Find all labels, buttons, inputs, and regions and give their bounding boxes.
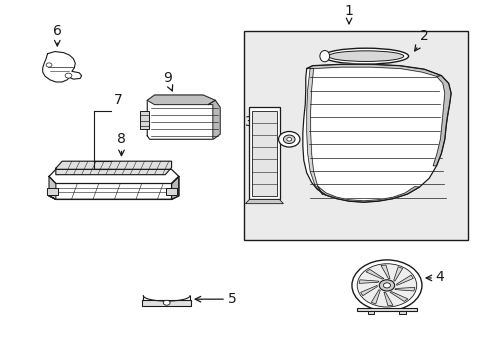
Polygon shape bbox=[245, 199, 283, 204]
Circle shape bbox=[286, 138, 291, 141]
Polygon shape bbox=[142, 300, 191, 306]
Ellipse shape bbox=[323, 48, 408, 64]
Polygon shape bbox=[56, 161, 171, 175]
Circle shape bbox=[356, 264, 416, 307]
Ellipse shape bbox=[328, 51, 403, 62]
Text: 2: 2 bbox=[419, 29, 428, 43]
Polygon shape bbox=[207, 100, 220, 139]
Polygon shape bbox=[367, 311, 373, 314]
Polygon shape bbox=[49, 176, 56, 199]
Polygon shape bbox=[389, 292, 407, 301]
Circle shape bbox=[278, 131, 299, 147]
Circle shape bbox=[351, 260, 421, 311]
Polygon shape bbox=[49, 169, 179, 184]
Polygon shape bbox=[398, 311, 405, 314]
Polygon shape bbox=[356, 308, 416, 311]
Polygon shape bbox=[380, 265, 389, 279]
Circle shape bbox=[379, 280, 394, 291]
Text: 5: 5 bbox=[227, 292, 236, 306]
Text: 8: 8 bbox=[117, 132, 126, 147]
Text: 4: 4 bbox=[435, 270, 444, 284]
Bar bbox=[244, 31, 467, 240]
Polygon shape bbox=[383, 292, 392, 306]
Polygon shape bbox=[147, 95, 220, 139]
Polygon shape bbox=[317, 186, 419, 202]
Polygon shape bbox=[171, 176, 179, 199]
Bar bbox=[252, 111, 276, 196]
Circle shape bbox=[283, 135, 294, 144]
Text: 7: 7 bbox=[114, 94, 122, 107]
Polygon shape bbox=[302, 64, 450, 202]
Circle shape bbox=[383, 283, 389, 288]
Text: 1: 1 bbox=[344, 4, 353, 18]
Bar bbox=[46, 188, 58, 195]
Polygon shape bbox=[306, 64, 441, 76]
Circle shape bbox=[65, 73, 72, 78]
Polygon shape bbox=[358, 280, 378, 283]
Polygon shape bbox=[49, 176, 179, 199]
Polygon shape bbox=[366, 269, 383, 279]
Circle shape bbox=[163, 300, 170, 305]
Ellipse shape bbox=[319, 50, 329, 62]
Polygon shape bbox=[147, 95, 215, 105]
Bar bbox=[165, 188, 177, 195]
Polygon shape bbox=[360, 285, 377, 296]
Polygon shape bbox=[432, 76, 450, 166]
Polygon shape bbox=[396, 275, 412, 285]
Bar bbox=[140, 111, 148, 129]
Polygon shape bbox=[42, 51, 81, 82]
Text: 6: 6 bbox=[53, 24, 61, 39]
Polygon shape bbox=[370, 289, 379, 304]
Text: 3: 3 bbox=[244, 115, 253, 129]
Polygon shape bbox=[393, 267, 402, 281]
Polygon shape bbox=[306, 68, 322, 194]
Circle shape bbox=[46, 63, 52, 67]
Bar bbox=[249, 107, 279, 199]
Text: 9: 9 bbox=[163, 71, 172, 85]
Polygon shape bbox=[394, 287, 414, 291]
